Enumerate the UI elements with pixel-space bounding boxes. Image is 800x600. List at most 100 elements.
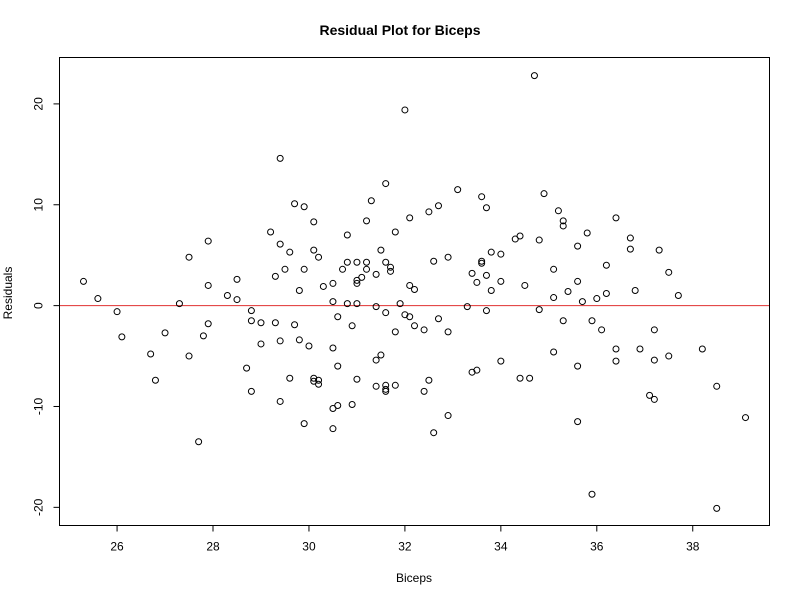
- data-point: [444, 328, 452, 336]
- data-point: [482, 271, 490, 279]
- data-point: [535, 236, 543, 244]
- data-point: [372, 356, 380, 364]
- x-tick-label: 32: [398, 540, 412, 554]
- data-point: [353, 279, 361, 287]
- data-point: [334, 401, 342, 409]
- data-point: [578, 298, 586, 306]
- data-point: [550, 294, 558, 302]
- data-point: [382, 385, 390, 393]
- data-point: [233, 296, 241, 304]
- data-point: [175, 300, 183, 308]
- data-point: [151, 376, 159, 384]
- data-point: [223, 292, 231, 300]
- data-point: [329, 405, 337, 412]
- data-point: [626, 234, 634, 242]
- data-point: [358, 273, 366, 281]
- data-point: [334, 313, 342, 321]
- y-tick-label: 0: [32, 302, 46, 309]
- x-tick-label: 26: [110, 540, 124, 554]
- data-point: [497, 277, 505, 285]
- data-point: [698, 345, 706, 353]
- data-point: [295, 286, 303, 294]
- data-point: [204, 237, 212, 245]
- data-point: [650, 356, 658, 364]
- data-point: [612, 214, 620, 222]
- data-point: [406, 214, 414, 222]
- data-point: [300, 420, 308, 428]
- data-point: [530, 72, 538, 80]
- data-point: [713, 382, 721, 390]
- data-point: [267, 228, 275, 236]
- data-point: [367, 197, 375, 205]
- data-point: [372, 382, 380, 390]
- data-point: [487, 248, 495, 256]
- data-point: [420, 387, 428, 395]
- data-point: [310, 246, 318, 254]
- data-point: [286, 248, 294, 256]
- data-point: [550, 265, 558, 273]
- data-point: [339, 265, 347, 273]
- data-point: [233, 275, 241, 283]
- x-tick-label: 36: [590, 540, 604, 554]
- data-point: [281, 265, 289, 273]
- data-point: [497, 250, 505, 258]
- data-point: [454, 186, 462, 194]
- data-point: [305, 342, 313, 350]
- data-point: [199, 332, 207, 340]
- data-point: [478, 193, 486, 201]
- data-point: [276, 240, 284, 248]
- data-point: [612, 357, 620, 365]
- data-point: [665, 268, 673, 276]
- data-point: [382, 258, 390, 266]
- data-point: [353, 300, 361, 308]
- data-point: [315, 376, 323, 384]
- data-point: [391, 381, 399, 389]
- data-point: [391, 228, 399, 236]
- data-point: [382, 387, 390, 395]
- data-point: [363, 265, 371, 273]
- data-point: [411, 322, 418, 330]
- data-point: [204, 281, 212, 289]
- data-point: [382, 309, 390, 317]
- data-point: [473, 366, 481, 374]
- data-point: [329, 344, 337, 352]
- data-point: [478, 257, 486, 265]
- data-point: [185, 253, 193, 261]
- data-point: [559, 217, 567, 225]
- data-point: [343, 300, 351, 308]
- data-point: [425, 376, 433, 384]
- data-point: [310, 377, 318, 385]
- data-point: [444, 253, 452, 261]
- data-point: [636, 345, 644, 353]
- data-point: [521, 281, 529, 289]
- data-point: [247, 307, 255, 315]
- data-point: [713, 504, 721, 512]
- data-point: [315, 380, 323, 388]
- data-point: [247, 387, 255, 395]
- data-point: [343, 231, 351, 239]
- x-tick-label: 38: [686, 540, 700, 554]
- data-point: [473, 278, 481, 286]
- data-point: [396, 300, 404, 308]
- data-point: [377, 246, 385, 254]
- data-point: [554, 207, 562, 215]
- data-point: [271, 319, 279, 327]
- data-point: [243, 364, 251, 372]
- data-point: [444, 412, 452, 420]
- data-point: [420, 326, 428, 334]
- data-point: [343, 258, 351, 266]
- plot-frame: [59, 57, 770, 526]
- data-point: [319, 282, 327, 290]
- data-point: [516, 232, 524, 240]
- data-point: [300, 265, 308, 273]
- data-point: [353, 375, 361, 383]
- data-point: [588, 317, 596, 325]
- data-point: [334, 362, 342, 370]
- data-point: [497, 357, 505, 365]
- data-point: [602, 261, 610, 269]
- y-tick-label: 10: [32, 198, 46, 212]
- data-point: [329, 298, 337, 306]
- data-point: [382, 180, 390, 188]
- data-point: [463, 303, 471, 311]
